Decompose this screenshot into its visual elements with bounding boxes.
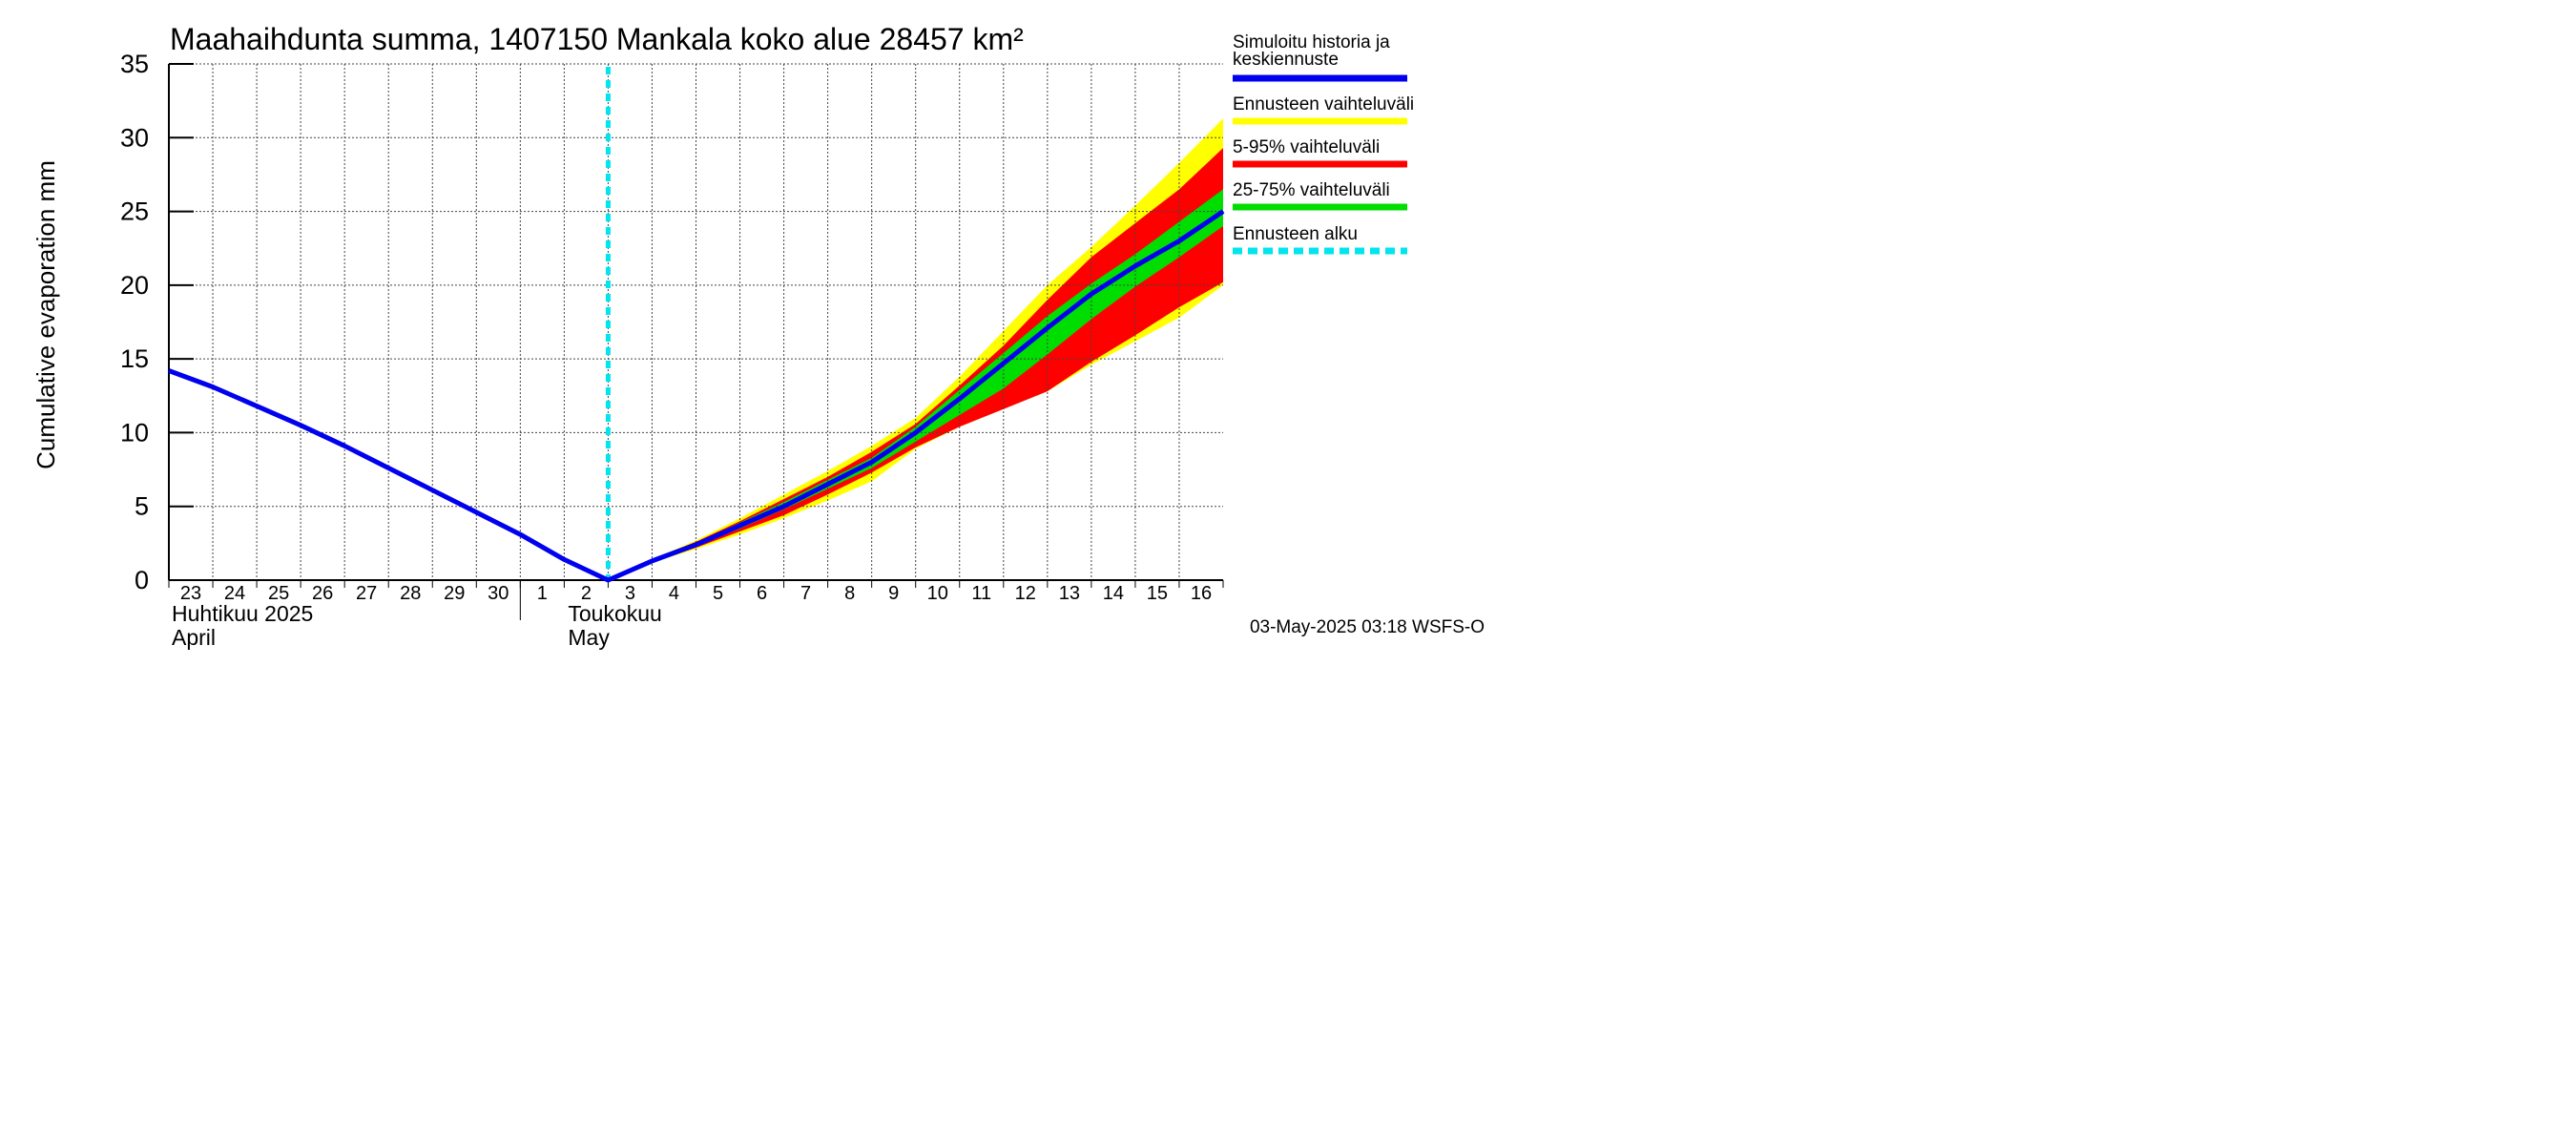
y-axis-label: Cumulative evaporation mm [31, 160, 60, 469]
legend-label: Ennusteen alku [1233, 224, 1358, 244]
x-tick-label: 30 [488, 583, 509, 604]
legend-label: 25-75% vaihteluväli [1233, 180, 1390, 200]
mean-series-point [739, 525, 741, 527]
mean-series-point [1222, 211, 1224, 213]
forecast-bands [608, 118, 1223, 580]
x-tick-label: 29 [444, 583, 465, 604]
x-tick-label: 12 [1015, 583, 1036, 604]
x-tick-label: 9 [888, 583, 899, 604]
month-label-en: May [568, 625, 610, 650]
mean-series-point [212, 386, 214, 388]
x-tick-label: 23 [180, 583, 201, 604]
x-tick-label: 4 [669, 583, 679, 604]
x-tick-label: 3 [625, 583, 635, 604]
x-tick-label: 10 [927, 583, 948, 604]
mean-series-point [827, 484, 829, 486]
mean-series-point [1003, 363, 1005, 364]
footer-timestamp: 03-May-2025 03:18 WSFS-O [1250, 617, 1485, 637]
x-tick-label: 1 [537, 583, 548, 604]
axes [168, 63, 1224, 620]
legend-label: 5-95% vaihteluväli [1233, 137, 1380, 157]
x-tick-labels: 23 24 25 26 27 28 29 30 1 2 3 4 5 6 7 8 9 10 11 12 13 14 15 16 [180, 583, 1212, 604]
legend-label: keskiennuste [1233, 50, 1339, 70]
y-tick-label: 0 [135, 566, 149, 594]
mean-series-point [959, 398, 961, 400]
mean-series-point [519, 533, 521, 535]
x-tick-label: 2 [581, 583, 592, 604]
x-tick-label: 15 [1147, 583, 1168, 604]
legend-label: Simuloitu historia ja [1233, 32, 1390, 52]
mean-series-point [168, 370, 170, 372]
month-label-fi: Huhtikuu 2025 [172, 601, 313, 626]
x-tick-label: 7 [800, 583, 811, 604]
y-tick-label: 25 [120, 198, 149, 226]
y-tick-label: 20 [120, 271, 149, 300]
mean-series-point [1134, 265, 1136, 267]
mean-series-point [1047, 327, 1049, 329]
mean-series-point [1178, 239, 1180, 241]
x-tick-label: 13 [1059, 583, 1080, 604]
y-tick-labels: 0 5 10 15 20 25 30 35 [120, 50, 149, 594]
x-tick-label: 24 [224, 583, 245, 604]
mean-series-point [343, 445, 345, 447]
x-tick-label: 8 [844, 583, 855, 604]
mean-series-point [871, 461, 873, 463]
mean-series-point [475, 511, 477, 513]
x-tick-label: 11 [971, 583, 991, 604]
x-tick-label: 6 [757, 583, 767, 604]
x-tick-label: 25 [268, 583, 289, 604]
x-tick-label: 5 [713, 583, 723, 604]
evaporation-chart: Maahaihdunta summa, 1407150 Mankala koko… [0, 0, 1495, 661]
y-tick-label: 35 [120, 50, 149, 78]
y-tick-label: 30 [120, 123, 149, 152]
x-tick-label: 26 [312, 583, 333, 604]
chart-background [0, 0, 1495, 661]
series-lines [168, 209, 1225, 583]
legend-label: Ennusteen vaihteluväli [1233, 94, 1414, 114]
mean-series-point [607, 579, 609, 581]
chart-title: Maahaihdunta summa, 1407150 Mankala koko… [170, 22, 1024, 56]
x-tick-label: 14 [1103, 583, 1124, 604]
mean-series-point [783, 506, 785, 508]
x-tick-label: 16 [1191, 583, 1212, 604]
month-label-fi: Toukokuu [568, 601, 661, 626]
mean-series-point [563, 558, 565, 560]
mean-series-point [651, 560, 653, 562]
y-tick-label: 10 [120, 418, 149, 447]
x-tick-label: 28 [400, 583, 421, 604]
chart-container: Maahaihdunta summa, 1407150 Mankala koko… [0, 0, 1495, 661]
month-label-en: April [172, 625, 216, 650]
x-tick-label: 27 [356, 583, 377, 604]
mean-series-point [915, 431, 917, 433]
y-tick-label: 15 [120, 344, 149, 373]
grid-lines [169, 63, 1223, 580]
mean-series-point [431, 489, 433, 491]
y-tick-label: 5 [135, 492, 149, 521]
